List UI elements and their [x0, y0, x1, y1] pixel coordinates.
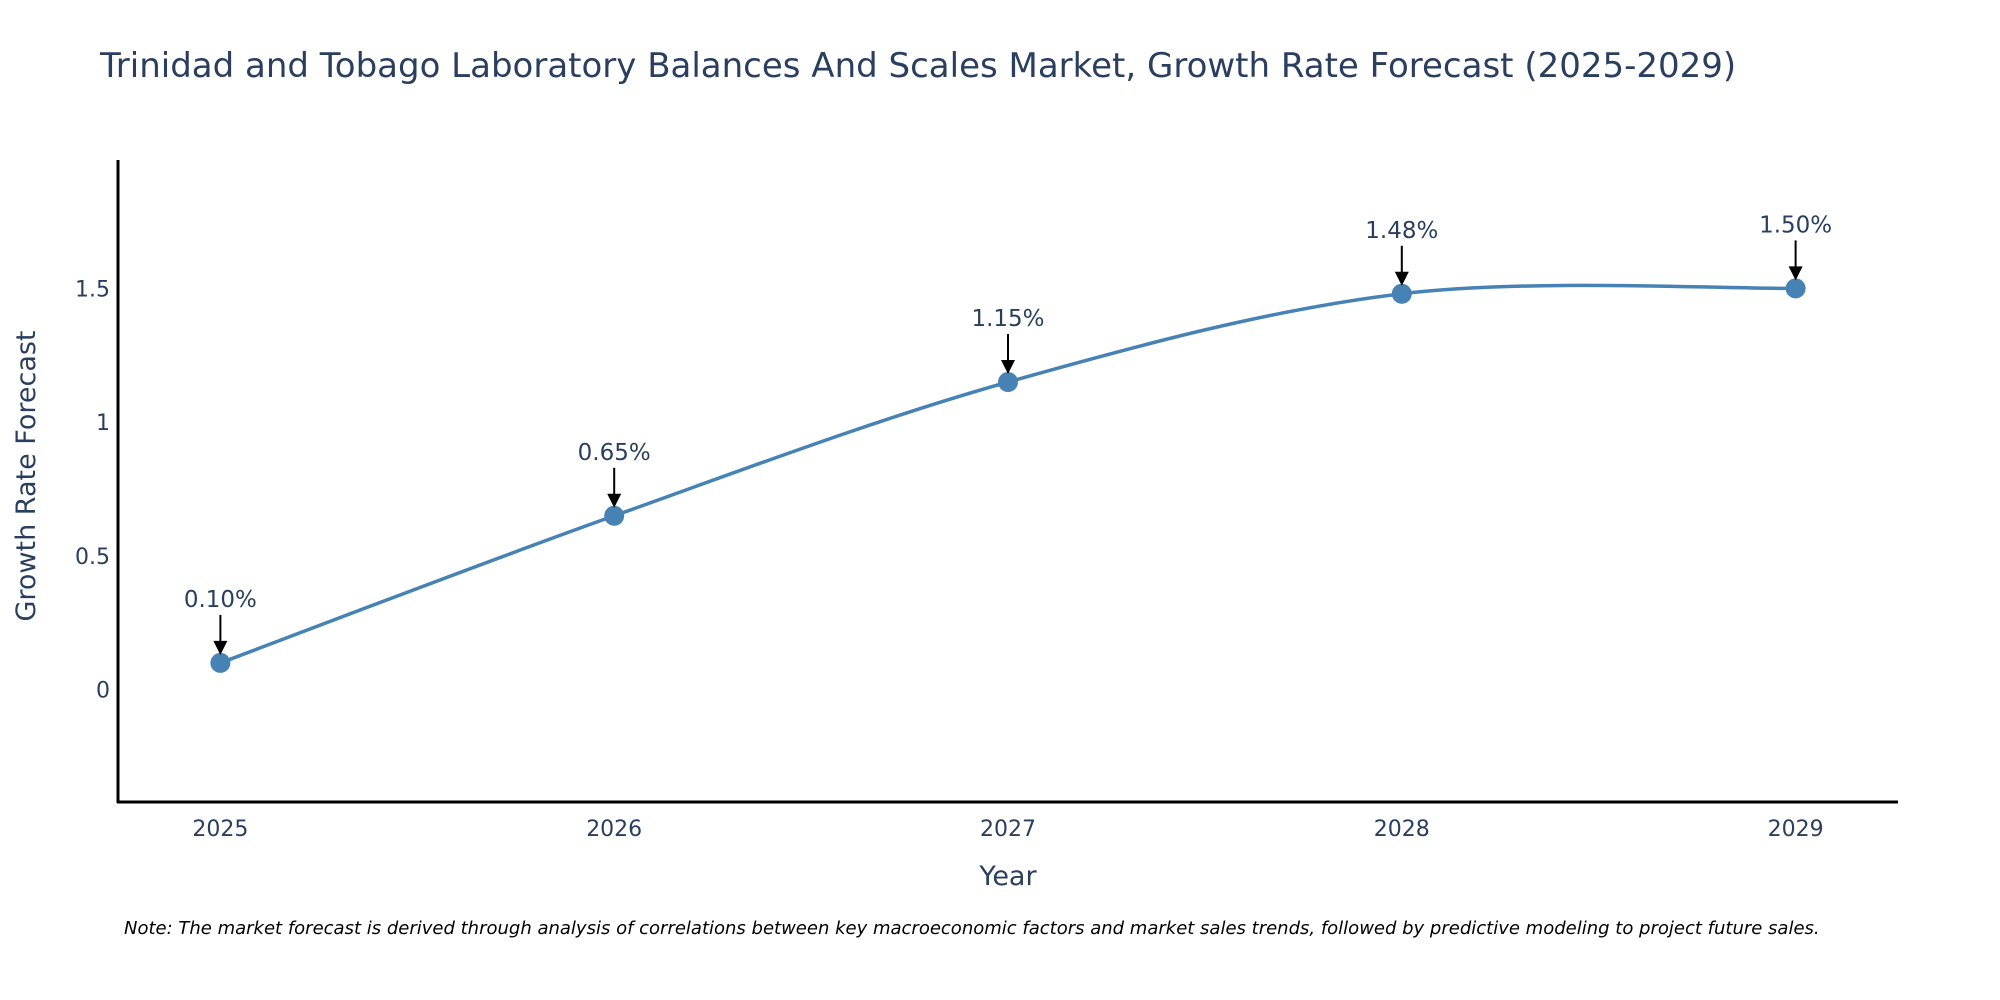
x-tick-label: 2025 [192, 817, 248, 842]
data-label: 1.50% [1759, 212, 1832, 238]
data-label: 1.15% [971, 306, 1044, 332]
y-tick-label: 1 [96, 411, 110, 436]
data-label: 1.48% [1365, 218, 1438, 244]
annotation-arrowhead [213, 640, 228, 655]
data-label: 0.10% [184, 587, 257, 613]
annotation-arrowhead [1001, 360, 1015, 375]
series-growth-rate [210, 278, 1806, 673]
x-tick-label: 2026 [586, 817, 642, 842]
data-point [998, 372, 1018, 393]
data-point [1391, 283, 1412, 304]
annotation-arrowhead [607, 493, 622, 508]
x-tick-label: 2029 [1768, 817, 1824, 842]
chart-title: Trinidad and Tobago Laboratory Balances … [100, 46, 1737, 86]
x-tick-label: 2027 [980, 817, 1036, 842]
chart-axes: 0 0.5 1 1.5 2025 2026 2027 2028 2029 Year Growth R… [11, 160, 1898, 892]
data-point [1785, 278, 1806, 299]
x-axis-title: Year [978, 861, 1037, 892]
annotation-arrowhead [1394, 271, 1409, 286]
data-label: 0.65% [578, 440, 651, 466]
data-point [604, 505, 625, 526]
y-tick-label: 0.5 [75, 545, 110, 570]
data-labels: 0.10% 0.65% 1.15% 1.48% 1.50% [184, 212, 1832, 655]
annotation-arrowhead [1788, 266, 1803, 281]
y-tick-label: 1.5 [75, 277, 110, 302]
x-tick-label: 2028 [1374, 817, 1430, 842]
y-axis-title: Growth Rate Forecast [11, 330, 42, 621]
y-tick-label: 0 [96, 679, 110, 704]
data-point [210, 652, 231, 673]
footnote: Note: The market forecast is derived thr… [124, 918, 1820, 939]
